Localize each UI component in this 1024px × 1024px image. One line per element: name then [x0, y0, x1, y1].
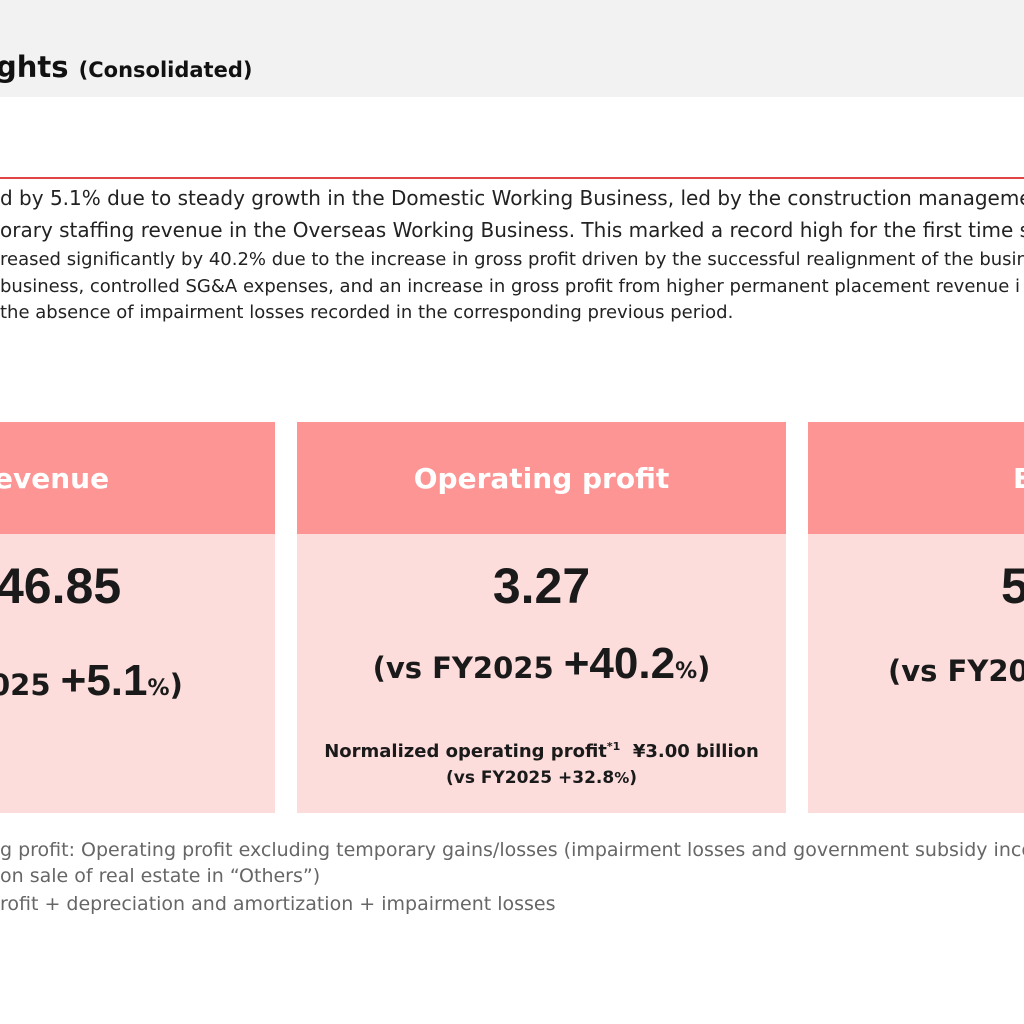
footnote-marker: *1: [606, 740, 621, 753]
ebitda-value: 5: [1001, 558, 1024, 614]
revenue-compare-number: +5.1: [60, 656, 148, 705]
footnote-line: g profit: Operating profit excluding tem…: [0, 839, 1024, 861]
revenue-card: evenue 46.85 025 +5.1%): [0, 422, 275, 813]
ebitda-card-header: EB: [808, 422, 1024, 534]
summary-line: business, controlled SG&A expenses, and …: [0, 276, 1021, 297]
operating-profit-compare-number: +40.2: [563, 639, 676, 688]
footnote-line: rofit + depreciation and amortization + …: [0, 893, 556, 915]
operating-profit-card: Operating profit 3.27 (vs FY2025 +40.2%)…: [297, 422, 786, 813]
normalized-label: Normalized operating profit: [324, 741, 607, 762]
summary-line: d by 5.1% due to steady growth in the Do…: [0, 186, 1024, 210]
normalized-compare-suffix: ): [629, 768, 638, 788]
summary-line: orary staffing revenue in the Overseas W…: [0, 218, 1024, 242]
normalized-compare: (vs FY2025 +32.8%): [297, 768, 786, 788]
revenue-compare-prefix: 025: [0, 668, 51, 702]
ebitda-compare: (vs FY202: [888, 654, 1024, 688]
normalized-compare-pct: %: [614, 769, 630, 787]
revenue-compare-pct: %: [147, 676, 170, 701]
revenue-card-title: evenue: [0, 461, 110, 495]
title-bar: ghts (Consolidated): [0, 0, 1024, 97]
page-title-main: ghts: [0, 50, 69, 84]
ebitda-compare-prefix: (vs FY202: [888, 654, 1024, 688]
normalized-value: ¥3.00 billion: [632, 741, 759, 762]
revenue-compare-suffix: ): [169, 668, 183, 702]
operating-profit-compare-pct: %: [675, 659, 698, 684]
revenue-compare: 025 +5.1%): [0, 656, 275, 706]
revenue-card-header: evenue: [0, 422, 275, 534]
operating-profit-value: 3.27: [492, 558, 591, 614]
ebitda-card: EB 5 (vs FY202: [808, 422, 1024, 813]
summary-line: the absence of impairment losses recorde…: [0, 302, 734, 323]
operating-profit-card-header: Operating profit: [297, 422, 786, 534]
page-title-subtitle: (Consolidated): [78, 58, 253, 82]
operating-profit-compare: (vs FY2025 +40.2%): [297, 639, 786, 689]
page-title: ghts (Consolidated): [0, 50, 252, 84]
ebitda-card-title: EB: [1013, 461, 1024, 495]
red-divider: [0, 177, 1024, 179]
summary-line: reased significantly by 40.2% due to the…: [0, 249, 1024, 270]
normalized-operating-profit: Normalized operating profit*1 ¥3.00 bill…: [297, 740, 786, 762]
normalized-compare-prefix: (vs FY2025 +32.8: [445, 768, 615, 788]
footnote-line: on sale of real estate in “Others”): [0, 865, 321, 887]
operating-profit-compare-suffix: ): [697, 651, 711, 685]
operating-profit-compare-prefix: (vs FY2025: [372, 651, 564, 685]
operating-profit-card-title: Operating profit: [413, 461, 670, 495]
revenue-value: 46.85: [0, 558, 122, 614]
